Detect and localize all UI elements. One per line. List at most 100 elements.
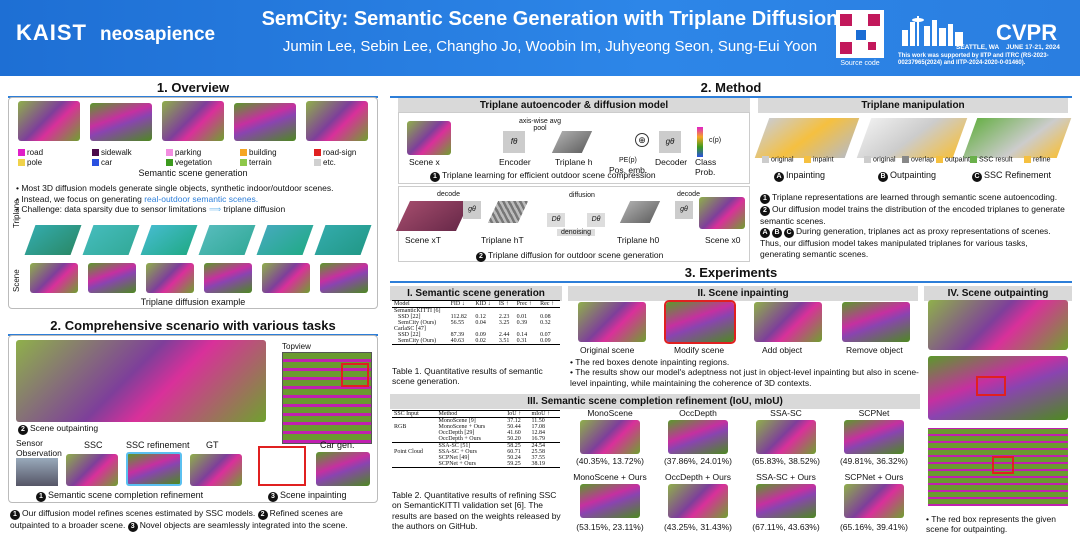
legend-swatch [92,159,99,167]
decoder-block: gθ [463,201,481,219]
inpaint-label: Modify scene [674,345,725,355]
manip-label: overlap [902,156,934,163]
qr-code-icon[interactable] [836,10,884,58]
triplane-h0-label: Triplane h0 [617,235,660,245]
table2-caption: Table 2. Quantitative results of refinin… [392,490,561,532]
denoising-label: denoising [557,229,595,236]
label-ssc-refinement: 1 Semantic scene completion refinement [36,490,203,502]
ssc-method-label: SCPNet [858,408,890,418]
class-prob-label: Class Prob. [695,157,717,178]
method-notes: 1 Triplane representations are learned th… [760,192,1070,259]
ssc-base-score: (37.86%, 24.01%) [663,456,733,466]
diffusion-label: diffusion [569,192,595,199]
ssc-image [66,454,118,486]
table-row: MonoScene [9] 37.12 11.50 [392,417,560,424]
semantic-legend: road sidewalk parking building road-sign pole… [18,148,368,168]
table-row: OccDepth + Ours 50.20 16.79 [438,436,545,442]
ssc-ours-label: MonoScene + Ours [573,472,647,482]
table-header: Rec ↑ [540,301,554,307]
table-row: SSD [22] 87.39 0.09 2.44 0.14 0.07 [398,332,551,338]
ssc-ours-image [580,484,640,518]
legend-item: terrain [240,158,272,167]
table-row: SemCity (Ours) 40.63 0.02 3.51 0.31 0.09 [398,338,551,344]
table-header: FID ↓ [450,301,465,307]
legend-item: etc. [314,158,336,167]
legend-swatch [314,159,321,167]
encoder-block: fθ [503,131,525,153]
triplane-row [24,221,372,261]
encoder-label: Encoder [499,157,531,167]
table-scene-generation: Model FID ↓ KID ↓ IS ↑ Prec ↑ Rec ↑ SemanticK… [392,300,560,345]
ssc-refined-image [126,452,182,486]
poster-title: SemCity: Semantic Scene Generation with … [261,8,839,30]
table-row: Point Cloud SSA-SC + Ours 60.71 25.58 [394,449,545,455]
car-gen-image [316,452,370,486]
outpainted-city-image [16,340,266,422]
overview-scenes [18,101,368,145]
legend-item: road [18,148,43,157]
legend-swatch [166,159,173,167]
ssc-base-image [668,420,728,454]
scene-x0-label: Scene x0 [705,235,741,245]
ssc-base-image [580,420,640,454]
car-gen-label: Car gen. [320,440,355,450]
cp-label: c(p) [709,137,722,144]
decoder-label: Decoder [655,157,688,167]
decoder-block: gθ [659,131,681,153]
legend-swatch [92,149,99,157]
ssc-ours-image [756,484,816,518]
ssc-ours-label: SCPNet + Ours [844,472,904,482]
task-inpainting: A Inpainting [774,170,825,182]
experiments-title: 3. Experiments [390,265,1072,283]
outpainting-label: 2 Scene outpainting [18,423,98,435]
author-list: Jumin Lee, Sebin Lee, Changho Jo, Woobin… [282,38,818,55]
scene-x-label: Scene x [409,157,440,167]
scene-row [30,263,370,295]
bullet-item: • Most 3D diffusion models generate sing… [16,183,334,193]
axis-pool-label: axis-wise avg pool [518,118,561,132]
note-item: 2 Our diffusion model trains the distribu… [760,204,1065,226]
ssc-method-label: SSA-SC [770,408,802,418]
ssc-ours-score: (67.11%, 43.63%) [752,522,820,532]
noisy-scene-image [396,201,470,231]
denoiser-block: Dθ [547,213,565,227]
topview-image [282,352,372,444]
triplane-diffusion-caption: Triplane diffusion example [140,297,246,307]
table-header: mIoU ↑ [531,411,550,417]
scenario-title: 2. Comprehensive scenario with various t… [8,318,378,336]
inpaint-label: Remove object [846,345,903,355]
sensor-label: Sensor Observation [16,438,62,459]
ssc-comparison-grid: MonoScene (40.35%, 13.72%) MonoScene + Our… [566,408,920,536]
ssc-base-score: (65.83%, 38.52%) [751,456,821,466]
inpaint-region-image [258,446,306,486]
neosapience-logo: neosapience [100,24,216,45]
manipulation-diagrams: original inpaint original overlap outpai… [754,112,1072,184]
legend-item: vegetation [166,158,212,167]
ssc-base-score: (49.81%, 36.32%) [839,456,909,466]
legend-swatch [166,149,173,157]
manip-label: original [762,156,794,163]
table-header: IS ↑ [498,301,509,307]
seattle-skyline-icon [902,16,963,46]
step1-caption: 1 Triplane learning for efficient outdoor… [430,170,656,182]
note-item: A B C During generation, triplanes act as p… [760,226,1051,259]
triplane-manip-head: Triplane manipulation [758,98,1068,113]
manip-label: outpaint [936,156,970,163]
inpaint-bullets: • The red boxes denote inpainting region… [570,357,919,388]
ssc-ours-image [668,484,728,518]
bullet-item: • Instead, we focus on generating real-o… [16,193,259,204]
legend-swatch [240,159,247,167]
highlight-text: real-outdoor semantic scenes. [144,193,259,204]
topview-label: Topview [282,342,311,351]
row-label-triplane: Triplane [12,199,21,228]
method-title: 2. Method [390,80,1072,98]
table-header: Model [394,301,410,307]
legend-swatch [314,149,321,157]
diffusion-diagram: decode gθ diffusion Dθ Dθ denoising deco… [396,186,750,262]
ssc-base-score: (40.35%, 13.72%) [575,456,645,466]
exp4-head: IV. Scene outpainting [924,286,1072,301]
triplane-ht-label: Triplane hT [481,235,524,245]
legend-swatch [240,149,247,157]
inpaint-label: Add object [762,345,803,355]
overview-bullets: • Most 3D diffusion models generate sing… [16,183,376,215]
